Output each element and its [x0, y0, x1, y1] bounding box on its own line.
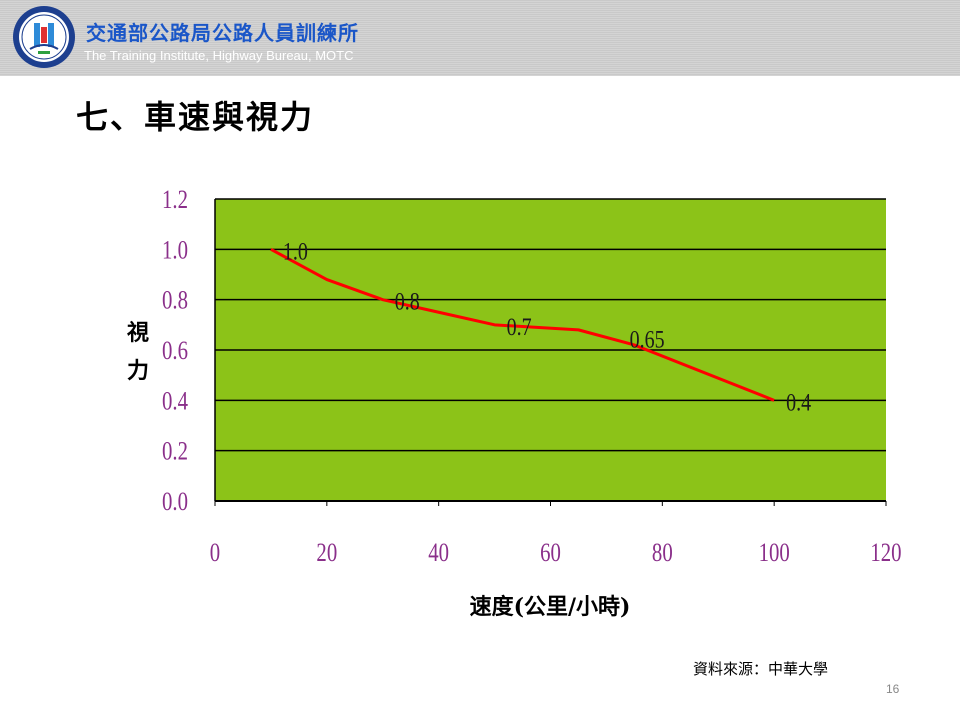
x-tick-label: 120 [870, 539, 901, 568]
axes [214, 199, 887, 506]
source-note: 資料來源：中華大學 [693, 660, 829, 678]
series-layer [270, 248, 775, 402]
x-tick-labels: 0 20 40 60 80 100 120 [210, 539, 902, 568]
x-tick-label: 100 [759, 539, 790, 568]
y-axis-label-char: 力 [127, 358, 149, 384]
y-tick-label: 1.0 [162, 236, 188, 265]
org-name-chinese: 交通部公路局公路人員訓練所 [86, 21, 359, 45]
data-label: 1.0 [283, 237, 308, 265]
y-axis-label: 視力 [127, 320, 149, 384]
data-label: 0.8 [395, 288, 420, 316]
x-axis-label: 速度(公里/小時) [470, 594, 631, 620]
x-tick-label: 60 [540, 539, 561, 568]
y-tick-labels: 0.0 0.2 0.4 0.6 0.8 1.0 1.2 [162, 186, 188, 517]
x-tick-label: 80 [652, 539, 673, 568]
institute-logo-icon [13, 6, 75, 68]
slide-header: 交通部公路局公路人員訓練所 The Training Institute, Hi… [0, 0, 960, 76]
slide-title: 七、車速與視力 [76, 98, 315, 136]
data-label: 0.65 [630, 325, 665, 353]
y-tick-label: 1.2 [162, 186, 188, 215]
org-name-english: The Training Institute, Highway Bureau, … [84, 48, 354, 63]
y-tick-label: 0.4 [162, 387, 188, 416]
x-tick-label: 40 [428, 539, 449, 568]
data-labels: 1.0 0.8 0.7 0.65 0.4 [283, 237, 811, 416]
series-line [270, 248, 775, 402]
y-axis-label-char: 視 [127, 320, 149, 346]
grid-lines [215, 198, 886, 452]
y-tick-label: 0.2 [162, 438, 188, 467]
y-tick-label: 0.8 [162, 287, 188, 316]
data-label: 0.7 [507, 313, 532, 341]
page-number: 16 [886, 682, 900, 696]
data-label: 0.4 [786, 388, 811, 416]
y-tick-label: 0.6 [162, 337, 188, 366]
x-tick-label: 20 [316, 539, 337, 568]
vision-speed-chart: 0.0 0.2 0.4 0.6 0.8 1.0 1.2 0 20 40 60 80 100 120 1.… [127, 186, 902, 620]
y-tick-label: 0.0 [162, 488, 188, 517]
x-tick-label: 0 [210, 539, 220, 568]
